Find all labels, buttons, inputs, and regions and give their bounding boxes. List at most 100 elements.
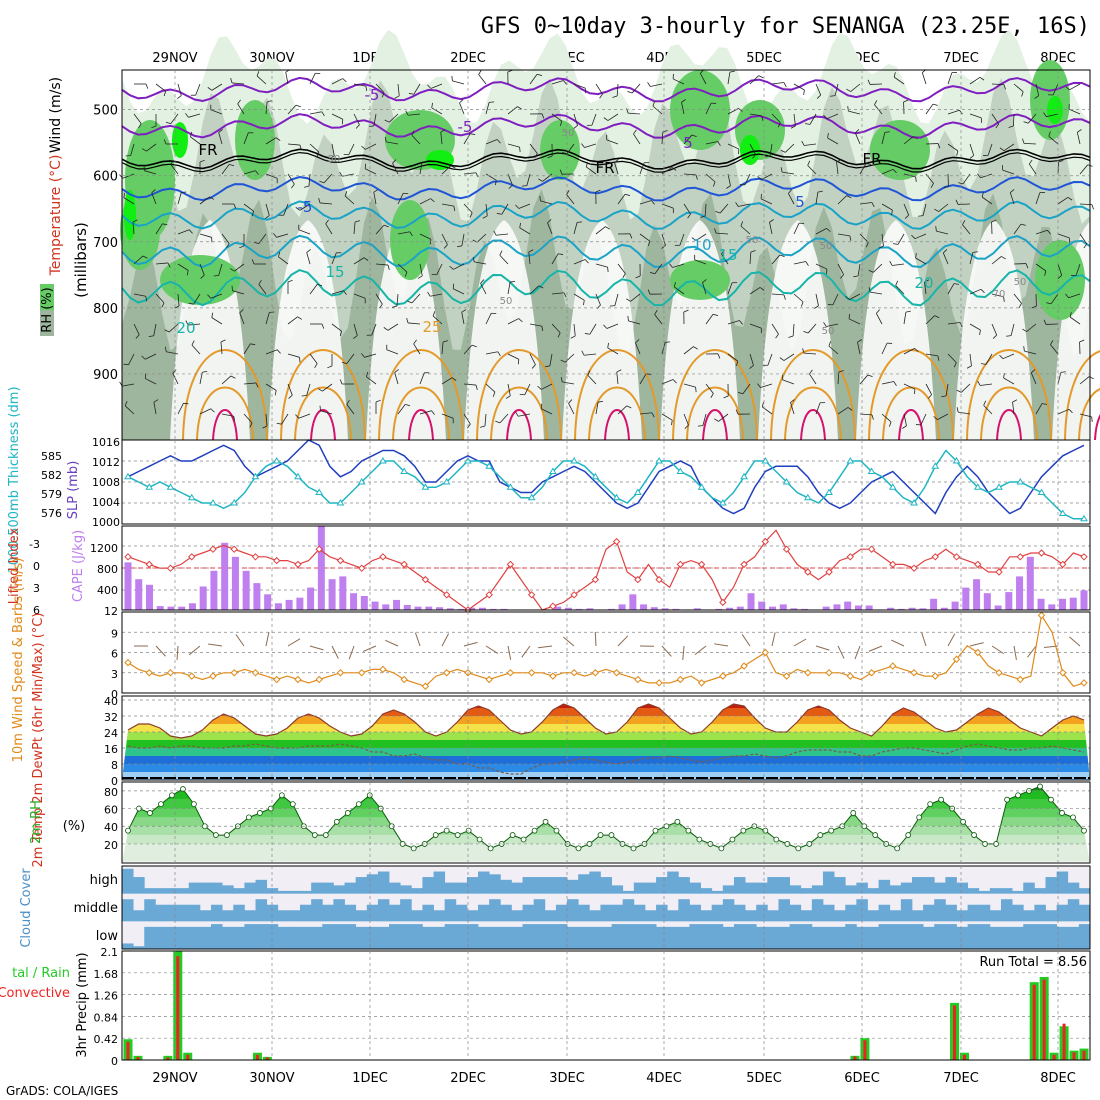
cape-bar: [1037, 598, 1045, 610]
contour-label: 5: [683, 134, 693, 152]
wind-barb: [243, 343, 251, 355]
wind-barb-flag: [321, 111, 325, 117]
cloud-cell-high: [644, 882, 657, 894]
wind-barb-flag: [541, 326, 544, 332]
wind-barb: [562, 381, 575, 385]
cloud-cell-middle: [322, 904, 334, 922]
cloud-cell-middle: [700, 910, 713, 922]
wind-barb-flag: [904, 214, 909, 219]
wind-barb-flag: [329, 155, 335, 159]
rh-point: [938, 796, 945, 803]
cloud-cell-low: [811, 926, 824, 949]
wind-barb: [177, 83, 182, 96]
wind-barb-flag: [895, 280, 899, 286]
cloud-cell-middle: [211, 904, 223, 922]
wind-barb-flag: [496, 139, 501, 144]
wind-barb-flag: [1043, 319, 1047, 325]
wind-speed-point: [209, 672, 217, 680]
wind-barb: [981, 196, 993, 205]
cape-bar: [1059, 598, 1067, 610]
cloud-cell-middle: [511, 910, 523, 922]
rh-point: [696, 836, 703, 843]
wind-barb: [584, 353, 597, 356]
wind-barb-flag: [339, 171, 343, 177]
wind-barb: [287, 353, 300, 358]
wind-barb: [353, 113, 360, 125]
wind-barb-flag: [972, 251, 978, 253]
wind-barb-flag: [581, 350, 585, 356]
wind-barb-flag: [855, 129, 860, 134]
wind-barb-flag: [648, 240, 651, 246]
cloud-cell-high: [366, 874, 379, 894]
cloud-cell-high: [878, 879, 891, 894]
rh-moist-patch: [235, 100, 275, 180]
wind-barb: [168, 323, 179, 333]
cloud-cell-high: [889, 885, 902, 894]
wind-barb: [895, 285, 905, 295]
wind-barb-flag: [297, 316, 303, 320]
isotherm-35: [1094, 414, 1100, 441]
wind-barb-flag: [626, 405, 632, 409]
precip-convective-bar: [1052, 1054, 1056, 1060]
cloud-cell-middle: [667, 910, 679, 922]
lifted-index-point: [230, 545, 238, 553]
wind-barb-flag: [838, 370, 844, 373]
wind-barb: [281, 413, 289, 425]
wind-barb: [195, 83, 201, 96]
precip-convective-bar: [1082, 1050, 1086, 1060]
temp-band: [122, 748, 1090, 756]
wind-barb: [809, 373, 817, 385]
wind-barb: [716, 232, 729, 235]
wind-barb: [573, 222, 578, 235]
wind-barb: [595, 293, 601, 306]
wind-barb-flag: [783, 82, 787, 88]
wind-barb-flag: [777, 122, 781, 128]
wind-barb-flag: [558, 253, 564, 255]
wind-barb-flag: [497, 351, 501, 357]
cloud-cell-high: [567, 879, 579, 894]
wind-barb: [661, 342, 666, 355]
cape-bar: [801, 608, 809, 610]
lifted-index-point: [570, 591, 578, 599]
wind-barb-flag: [440, 129, 446, 133]
cloud-cell-low: [333, 924, 345, 949]
wind-barb: [529, 74, 538, 85]
wind-barb: [218, 263, 223, 276]
wind-barb: [1035, 83, 1040, 96]
cape-bar: [457, 608, 465, 610]
cloud-cell-middle: [244, 910, 256, 922]
cloud-cell-low: [1023, 924, 1035, 949]
wind-barb-flag: [471, 344, 477, 348]
cloud-cell-low: [1078, 924, 1091, 949]
wind-barb-flag: [662, 130, 668, 133]
wind-barb-flag: [557, 332, 561, 338]
cloud-cell-low: [956, 926, 969, 949]
wind-barb: [681, 102, 685, 115]
wind-barb: [440, 132, 443, 145]
wind-barb: [485, 203, 488, 216]
contour-label: -5: [458, 118, 473, 136]
cloud-cell-high: [222, 885, 234, 894]
wind-barb-flag: [304, 185, 310, 188]
wind-barb: [1012, 402, 1015, 415]
wind-barb: [507, 318, 519, 325]
cloud-cell-middle: [199, 910, 212, 922]
wind-barb: [1013, 83, 1024, 93]
wind-barb-flag: [442, 340, 448, 343]
wind-barb-flag: [472, 256, 475, 262]
wind-barb-flag: [626, 108, 629, 114]
lifted-index-point: [825, 568, 833, 576]
precip-convective-bar: [265, 1057, 269, 1060]
cape-bar: [425, 606, 433, 610]
isotherm-15: [121, 234, 1091, 269]
wind-tick: 3: [111, 668, 118, 681]
rh-legend-grey: [40, 310, 54, 336]
wind-barb-flag: [941, 395, 947, 398]
wind-barb-flag: [480, 279, 485, 284]
cloud-cell-middle: [366, 904, 379, 922]
cloud-cell-high: [667, 871, 679, 894]
contour-label: 50: [500, 296, 513, 307]
wind-barb-flag: [563, 80, 567, 85]
wind-barb: [1003, 143, 1015, 152]
wind-barb: [373, 113, 377, 126]
